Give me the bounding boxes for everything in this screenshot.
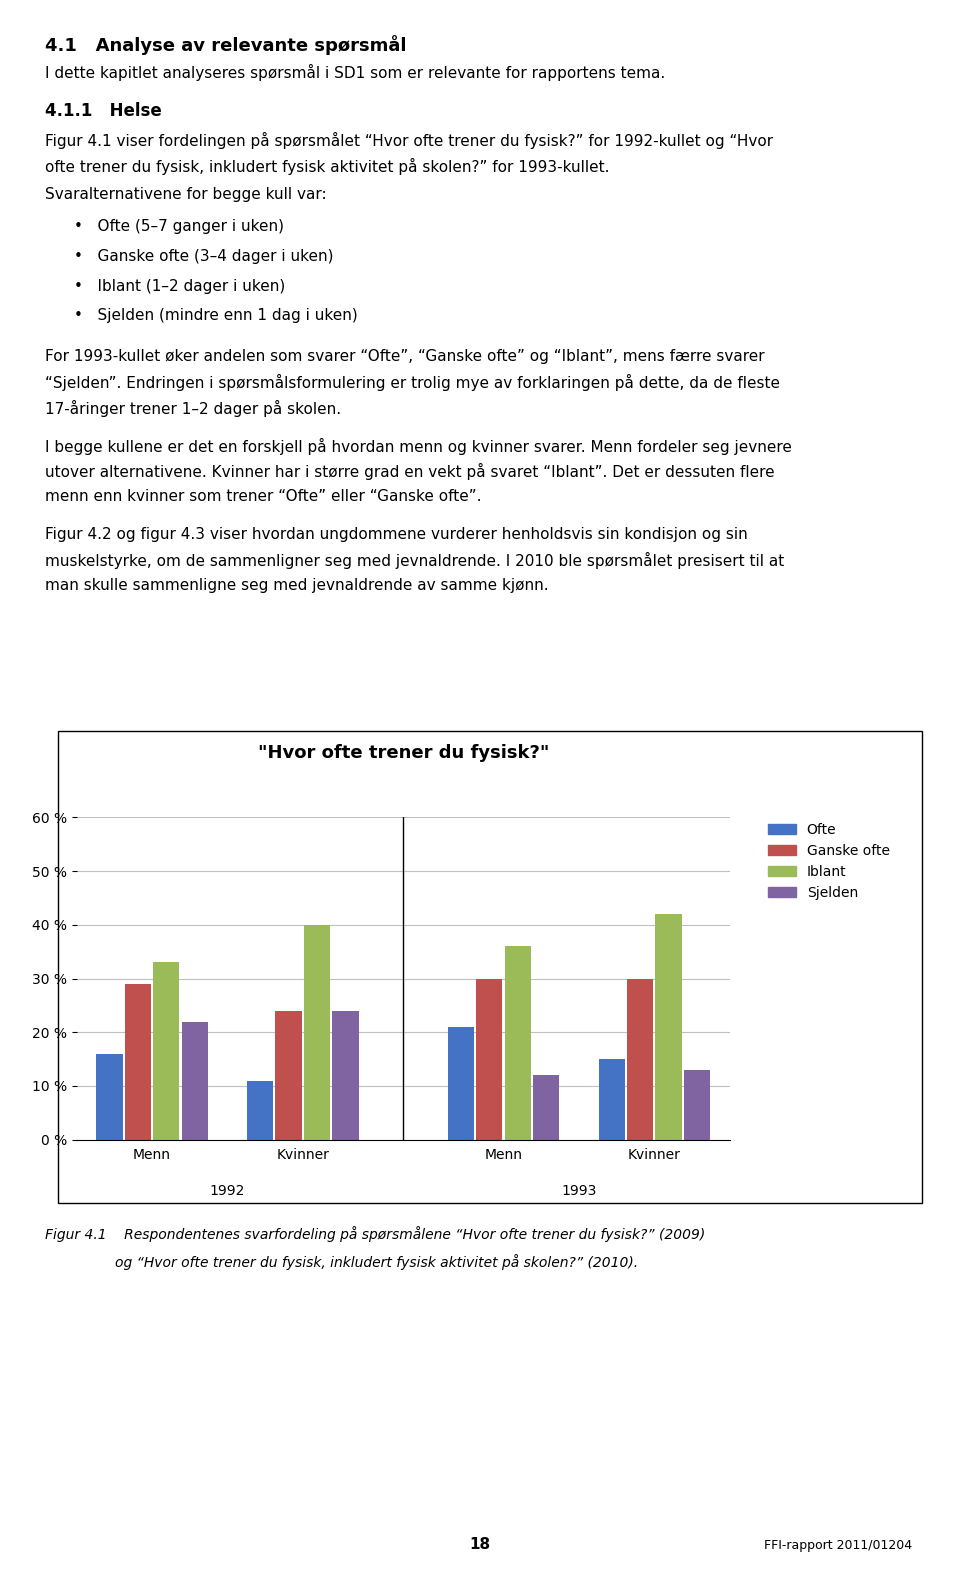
Text: I dette kapitlet analyseres spørsmål i SD1 som er relevante for rapportens tema.: I dette kapitlet analyseres spørsmål i S…: [45, 64, 665, 82]
Bar: [181, 1022, 208, 1140]
Text: og “Hvor ofte trener du fysisk, inkludert fysisk aktivitet på skolen?” (2010).: og “Hvor ofte trener du fysisk, inkluder…: [45, 1254, 638, 1270]
Text: man skulle sammenligne seg med jevnaldrende av samme kjønn.: man skulle sammenligne seg med jevnaldre…: [45, 578, 549, 593]
Text: •   Sjelden (mindre enn 1 dag i uken): • Sjelden (mindre enn 1 dag i uken): [74, 308, 358, 324]
Text: Svaralternativene for begge kull var:: Svaralternativene for begge kull var:: [45, 187, 326, 203]
Text: 4.1   Analyse av relevante spørsmål: 4.1 Analyse av relevante spørsmål: [45, 35, 407, 55]
Text: menn enn kvinner som trener “Ofte” eller “Ganske ofte”.: menn enn kvinner som trener “Ofte” eller…: [45, 489, 482, 503]
Bar: [656, 915, 682, 1140]
Text: "Hvor ofte trener du fysisk?": "Hvor ofte trener du fysisk?": [257, 745, 549, 762]
Text: 17-åringer trener 1–2 dager på skolen.: 17-åringer trener 1–2 dager på skolen.: [45, 399, 341, 417]
Bar: [125, 984, 151, 1140]
Text: ofte trener du fysisk, inkludert fysisk aktivitet på skolen?” for 1993-kullet.: ofte trener du fysisk, inkludert fysisk …: [45, 157, 610, 174]
Text: Figur 4.1    Respondentenes svarfordeling på spørsmålene “Hvor ofte trener du fy: Figur 4.1 Respondentenes svarfordeling p…: [45, 1226, 706, 1242]
Text: muskelstyrke, om de sammenligner seg med jevnaldrende. I 2010 ble spørsmålet pre: muskelstyrke, om de sammenligner seg med…: [45, 552, 784, 569]
Text: •   Ganske ofte (3–4 dager i uken): • Ganske ofte (3–4 dager i uken): [74, 248, 333, 264]
Legend: Ofte, Ganske ofte, Iblant, Sjelden: Ofte, Ganske ofte, Iblant, Sjelden: [762, 817, 896, 905]
Text: For 1993-kullet øker andelen som svarer “Ofte”, “Ganske ofte” og “Iblant”, mens : For 1993-kullet øker andelen som svarer …: [45, 349, 765, 363]
Text: 1992: 1992: [209, 1184, 245, 1198]
Bar: [96, 1053, 123, 1140]
Bar: [276, 1011, 301, 1140]
Text: FFI-rapport 2011/01204: FFI-rapport 2011/01204: [764, 1539, 912, 1552]
Bar: [476, 978, 502, 1140]
Bar: [448, 1027, 474, 1140]
Bar: [684, 1071, 710, 1140]
Text: “Sjelden”. Endringen i spørsmålsformulering er trolig mye av forklaringen på det: “Sjelden”. Endringen i spørsmålsformuler…: [45, 374, 780, 391]
Text: 1993: 1993: [562, 1184, 597, 1198]
Bar: [627, 978, 653, 1140]
Bar: [154, 962, 180, 1140]
Bar: [505, 946, 531, 1140]
Text: •   Ofte (5–7 ganger i uken): • Ofte (5–7 ganger i uken): [74, 219, 284, 234]
Bar: [533, 1075, 560, 1140]
Text: 4.1.1   Helse: 4.1.1 Helse: [45, 102, 162, 121]
Bar: [598, 1060, 625, 1140]
Text: Figur 4.1 viser fordelingen på spørsmålet “Hvor ofte trener du fysisk?” for 1992: Figur 4.1 viser fordelingen på spørsmåle…: [45, 132, 773, 149]
Text: Figur 4.2 og figur 4.3 viser hvordan ungdommene vurderer henholdsvis sin kondisj: Figur 4.2 og figur 4.3 viser hvordan ung…: [45, 527, 748, 542]
Text: 18: 18: [469, 1536, 491, 1552]
Bar: [304, 924, 330, 1140]
Text: utover alternativene. Kvinner har i større grad en vekt på svaret “Iblant”. Det : utover alternativene. Kvinner har i stør…: [45, 464, 775, 481]
Text: I begge kullene er det en forskjell på hvordan menn og kvinner svarer. Menn ford: I begge kullene er det en forskjell på h…: [45, 439, 792, 454]
Text: •   Iblant (1–2 dager i uken): • Iblant (1–2 dager i uken): [74, 278, 285, 294]
Bar: [332, 1011, 358, 1140]
Bar: [247, 1080, 274, 1140]
